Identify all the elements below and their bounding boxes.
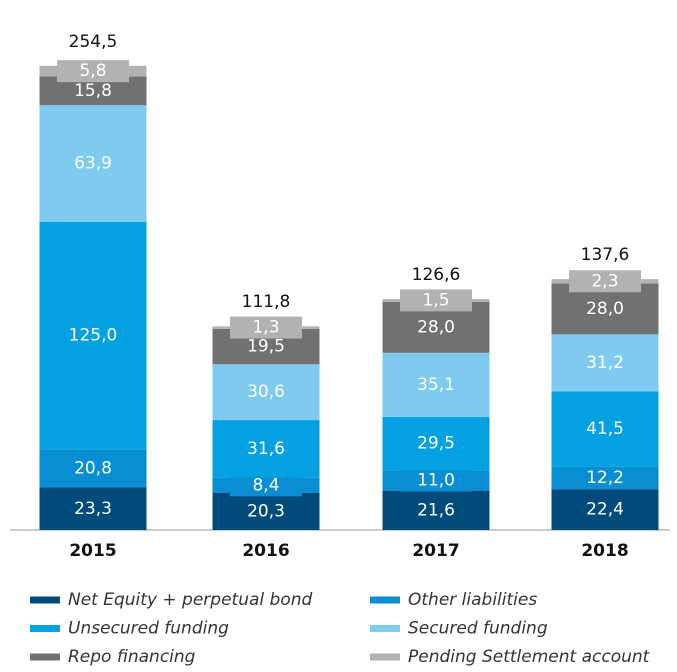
bar-segment — [382, 416, 490, 471]
legend-swatch — [30, 596, 60, 604]
category-label: 2018 — [581, 541, 628, 561]
legend-label: Pending Settlement account — [408, 647, 651, 667]
legend-label: Other liabilities — [408, 590, 537, 610]
segment-label: 20,8 — [74, 459, 112, 479]
segment-label: 35,1 — [417, 375, 455, 395]
segment-label: 21,6 — [417, 500, 455, 520]
segment-label: 125,0 — [69, 326, 118, 346]
segment-label: 20,3 — [247, 501, 285, 521]
legend-label: Unsecured funding — [68, 619, 229, 639]
segment-label: 41,5 — [586, 419, 624, 439]
label-box — [230, 316, 302, 339]
segment-label: 12,2 — [586, 468, 624, 488]
bar-segment — [212, 492, 320, 530]
label-box — [569, 270, 641, 293]
category-label: 2015 — [69, 541, 116, 561]
category-label: 2016 — [242, 541, 289, 561]
segment-label: 29,5 — [417, 434, 455, 454]
segment-label: 28,0 — [586, 299, 624, 319]
segment-label: 1,3 — [252, 318, 279, 338]
segment-label: 11,0 — [417, 471, 455, 491]
bar-segment — [39, 105, 147, 222]
legend-swatch — [30, 653, 60, 661]
bar-segment — [551, 466, 659, 490]
legend-swatch — [30, 625, 60, 632]
segment-label: 28,0 — [417, 317, 455, 337]
legend-label: Repo financing — [68, 647, 196, 667]
label-box — [57, 60, 129, 83]
label-box — [400, 469, 472, 492]
legend-label: Net Equity + perpetual bond — [68, 590, 312, 610]
segment-label: 31,6 — [247, 439, 285, 459]
bar-segment — [212, 420, 320, 478]
label-box — [400, 289, 472, 312]
total-label: 111,8 — [242, 292, 291, 312]
category-label: 2017 — [412, 541, 459, 561]
total-label: 126,6 — [412, 265, 461, 285]
segment-label: 19,5 — [247, 337, 285, 357]
bar-segment — [382, 490, 490, 530]
legend-label: Secured funding — [408, 619, 548, 639]
segment-label: 30,6 — [247, 382, 285, 402]
segment-label: 1,5 — [422, 290, 449, 310]
segment-label: 23,3 — [74, 499, 112, 519]
bar-segment — [551, 334, 659, 392]
segment-label: 22,4 — [586, 500, 624, 520]
legend-swatch — [370, 625, 400, 632]
bar-segment — [551, 489, 659, 530]
segment-label: 15,8 — [74, 81, 112, 101]
segment-label: 8,4 — [252, 475, 279, 495]
segment-label: 63,9 — [74, 153, 112, 173]
bar-segment — [39, 221, 147, 450]
total-label: 254,5 — [69, 32, 118, 52]
bar-segment — [39, 449, 147, 488]
bar-segment — [551, 391, 659, 467]
segment-label: 2,3 — [591, 271, 618, 291]
segment-label: 5,8 — [79, 61, 106, 81]
segment-label: 31,2 — [586, 353, 624, 373]
bar-segment — [212, 364, 320, 421]
bar-segment — [39, 487, 147, 530]
legend-swatch — [370, 653, 400, 661]
bar-segment — [382, 352, 490, 417]
legend-swatch — [370, 596, 400, 604]
total-label: 137,6 — [581, 245, 630, 265]
label-box — [230, 474, 302, 497]
